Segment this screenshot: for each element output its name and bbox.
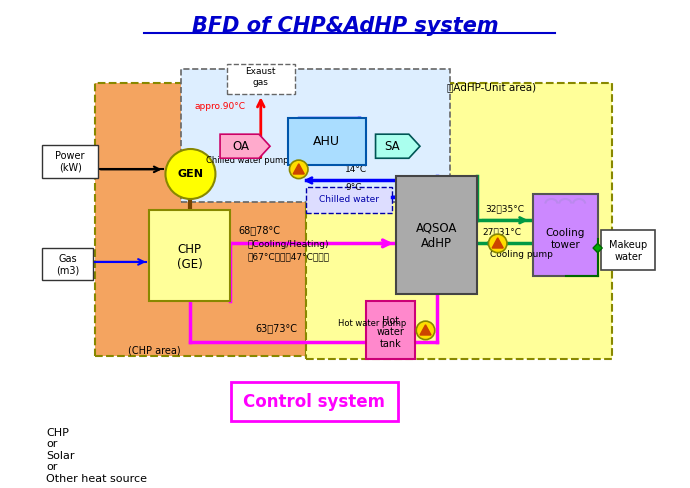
Text: Cooling pump: Cooling pump [491, 250, 553, 259]
Text: AQSOA
AdHP: AQSOA AdHP [416, 222, 457, 250]
Text: 32～35°C: 32～35°C [486, 204, 524, 213]
FancyBboxPatch shape [366, 301, 415, 359]
Polygon shape [593, 244, 602, 253]
Bar [306, 187, 392, 213]
Text: 27～31°C: 27～31°C [482, 227, 521, 236]
Polygon shape [420, 325, 431, 335]
Text: 63～73°C: 63～73°C [255, 324, 297, 333]
Text: Control system: Control system [244, 393, 386, 410]
Text: Hot water pump: Hot water pump [337, 319, 406, 328]
Circle shape [290, 160, 308, 179]
Text: （AdHP-Unit area): （AdHP-Unit area) [447, 82, 536, 92]
Text: CHP
or
Solar
or
Other heat source: CHP or Solar or Other heat source [46, 427, 147, 484]
FancyBboxPatch shape [288, 119, 366, 165]
Text: SA: SA [384, 140, 400, 153]
Text: 14°C: 14°C [345, 165, 367, 174]
Text: Gas
(m3): Gas (m3) [56, 254, 79, 276]
Text: BFD of CHP&AdHP system: BFD of CHP&AdHP system [192, 16, 498, 36]
FancyBboxPatch shape [396, 176, 477, 294]
Bar [95, 83, 306, 356]
Text: Makeup
water: Makeup water [609, 240, 647, 262]
Bar [181, 69, 450, 202]
Text: appro.90°C: appro.90°C [194, 102, 245, 111]
Text: Power
(kW): Power (kW) [55, 151, 85, 173]
Bar [306, 83, 611, 359]
Text: 68～78°C: 68～78°C [239, 225, 281, 235]
Bar [228, 64, 295, 94]
Polygon shape [220, 134, 270, 158]
FancyBboxPatch shape [533, 194, 598, 276]
Polygon shape [492, 238, 503, 248]
Text: Chilled water: Chilled water [319, 195, 379, 204]
Polygon shape [375, 134, 420, 158]
Text: OA: OA [233, 140, 250, 153]
Text: (CHP area): (CHP area) [128, 346, 180, 356]
Circle shape [416, 321, 435, 340]
FancyBboxPatch shape [231, 382, 397, 421]
Text: CHP
(GE): CHP (GE) [177, 244, 202, 271]
Text: （Cooling/Heating): （Cooling/Heating) [248, 240, 329, 249]
Text: Hot
water
tank: Hot water tank [377, 316, 404, 349]
Text: Chilled water pump: Chilled water pump [206, 156, 288, 165]
Text: Cooling
tower: Cooling tower [546, 228, 585, 249]
Text: （67°C以上／47°C以上）: （67°C以上／47°C以上） [248, 252, 330, 261]
FancyBboxPatch shape [42, 145, 98, 178]
Circle shape [166, 149, 215, 199]
Circle shape [489, 234, 507, 253]
Text: 9°C: 9°C [345, 183, 362, 192]
Text: GEN: GEN [177, 169, 204, 179]
Text: Exaust
gas: Exaust gas [246, 67, 276, 86]
FancyBboxPatch shape [42, 248, 93, 281]
FancyBboxPatch shape [602, 230, 655, 270]
Text: AHU: AHU [313, 135, 340, 148]
FancyBboxPatch shape [149, 210, 230, 301]
Polygon shape [293, 164, 304, 174]
